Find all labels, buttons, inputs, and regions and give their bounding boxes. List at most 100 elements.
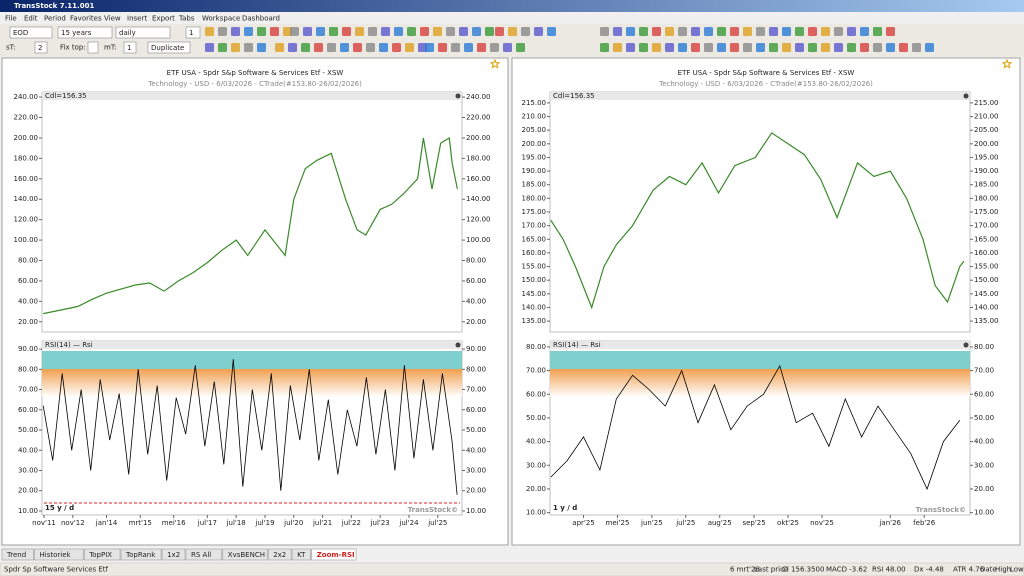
toolbar-icon[interactable] <box>446 27 455 36</box>
mode-combo[interactable] <box>147 41 191 54</box>
toolbar-icon[interactable] <box>485 27 494 36</box>
toolbar-icon[interactable] <box>290 27 299 36</box>
close-button[interactable] <box>963 93 969 99</box>
toolbar-icon[interactable] <box>490 43 499 52</box>
toolbar-icon[interactable] <box>860 27 869 36</box>
toolbar-icon[interactable] <box>394 27 403 36</box>
toolbar-icon[interactable] <box>366 43 375 52</box>
favorite-star[interactable] <box>489 58 501 69</box>
toolbar-icon[interactable] <box>231 43 240 52</box>
toolbar-icon[interactable] <box>834 27 843 36</box>
toolbar-icon[interactable] <box>730 27 739 36</box>
toolbar-icon[interactable] <box>678 27 687 36</box>
toolbar-icon[interactable] <box>912 43 921 52</box>
menu-item[interactable]: Edit <box>24 15 38 23</box>
toolbar-icon[interactable] <box>451 43 460 52</box>
toolbar-icon[interactable] <box>340 43 349 52</box>
toolbar-icon[interactable] <box>925 43 934 52</box>
toolbar-icon[interactable] <box>327 43 336 52</box>
toolbar-icon[interactable] <box>821 43 830 52</box>
toolbar-icon[interactable] <box>873 27 882 36</box>
toolbar-icon[interactable] <box>626 27 635 36</box>
toolbar-icon[interactable] <box>613 43 622 52</box>
toolbar-icon[interactable] <box>355 27 364 36</box>
toolbar-icon[interactable] <box>353 43 362 52</box>
toolbar-icon[interactable] <box>704 43 713 52</box>
toolbar-icon[interactable] <box>613 27 622 36</box>
tab[interactable] <box>161 548 186 561</box>
toolbar-icon[interactable] <box>218 43 227 52</box>
close-button[interactable] <box>963 342 969 348</box>
toolbar-icon[interactable] <box>503 43 512 52</box>
toolbar-icon[interactable] <box>639 27 648 36</box>
menu-item[interactable]: Export <box>152 15 175 23</box>
mt-field[interactable] <box>123 41 137 54</box>
toolbar-icon[interactable] <box>834 43 843 52</box>
toolbar-icon[interactable] <box>691 43 700 52</box>
toolbar-icon[interactable] <box>808 43 817 52</box>
toolbar-icon[interactable] <box>316 27 325 36</box>
toolbar-icon[interactable] <box>342 27 351 36</box>
toolbar-icon[interactable] <box>691 27 700 36</box>
toolbar-icon[interactable] <box>847 43 856 52</box>
menu-item[interactable]: Favorites <box>70 15 102 23</box>
toolbar-icon[interactable] <box>244 43 253 52</box>
toolbar-icon[interactable] <box>257 27 266 36</box>
menu-item[interactable]: Tabs <box>178 15 195 23</box>
menu-item[interactable]: Period <box>44 15 66 23</box>
tab[interactable] <box>311 548 357 561</box>
toolbar-icon[interactable] <box>508 27 517 36</box>
toolbar-icon[interactable] <box>521 27 530 36</box>
toolbar-icon[interactable] <box>477 43 486 52</box>
toolbar-icon[interactable] <box>743 43 752 52</box>
interval-combo[interactable] <box>115 26 171 39</box>
toolbar-icon[interactable] <box>704 27 713 36</box>
toolbar-icon[interactable] <box>472 27 481 36</box>
toolbar-icon[interactable] <box>464 43 473 52</box>
toolbar-icon[interactable] <box>717 43 726 52</box>
toolbar-icon[interactable] <box>886 43 895 52</box>
toolbar-icon[interactable] <box>899 43 908 52</box>
tab[interactable] <box>120 548 162 561</box>
toolbar-icon[interactable] <box>769 27 778 36</box>
toolbar-icon[interactable] <box>368 27 377 36</box>
toolbar-icon[interactable] <box>231 27 240 36</box>
tab[interactable] <box>1 548 34 561</box>
tab[interactable] <box>267 548 292 561</box>
toolbar-icon[interactable] <box>392 43 401 52</box>
toolbar-icon[interactable] <box>652 27 661 36</box>
menu-item[interactable]: File <box>5 15 17 23</box>
favorite-star[interactable] <box>1001 58 1013 69</box>
toolbar-icon[interactable] <box>459 27 468 36</box>
menu-item[interactable]: Dashboard <box>242 15 280 23</box>
toolbar-icon[interactable] <box>301 43 310 52</box>
toolbar-icon[interactable] <box>730 43 739 52</box>
tab[interactable] <box>34 548 84 561</box>
toolbar-icon[interactable] <box>665 43 674 52</box>
toolbar-icon[interactable] <box>405 43 414 52</box>
toolbar-icon[interactable] <box>257 43 266 52</box>
tab[interactable] <box>222 548 268 561</box>
fix-top-checkbox[interactable] <box>87 41 99 54</box>
toolbar-icon[interactable] <box>795 43 804 52</box>
toolbar-icon[interactable] <box>329 27 338 36</box>
toolbar-icon[interactable] <box>886 27 895 36</box>
toolbar-icon[interactable] <box>795 27 804 36</box>
toolbar-icon[interactable] <box>244 27 253 36</box>
toolbar-icon[interactable] <box>418 43 427 52</box>
toolbar-icon[interactable] <box>205 43 214 52</box>
toolbar-icon[interactable] <box>381 27 390 36</box>
toolbar-icon[interactable] <box>270 27 279 36</box>
close-button[interactable] <box>455 93 461 99</box>
toolbar-icon[interactable] <box>379 43 388 52</box>
toolbar-icon[interactable] <box>534 27 543 36</box>
tab[interactable] <box>185 548 223 561</box>
menu-item[interactable]: View <box>104 15 121 23</box>
source-combo[interactable] <box>9 26 53 39</box>
st-field[interactable] <box>34 41 48 54</box>
toolbar-icon[interactable] <box>743 27 752 36</box>
tab[interactable] <box>291 548 312 561</box>
toolbar-icon[interactable] <box>821 27 830 36</box>
toolbar-icon[interactable] <box>808 27 817 36</box>
toolbar-icon[interactable] <box>678 43 687 52</box>
